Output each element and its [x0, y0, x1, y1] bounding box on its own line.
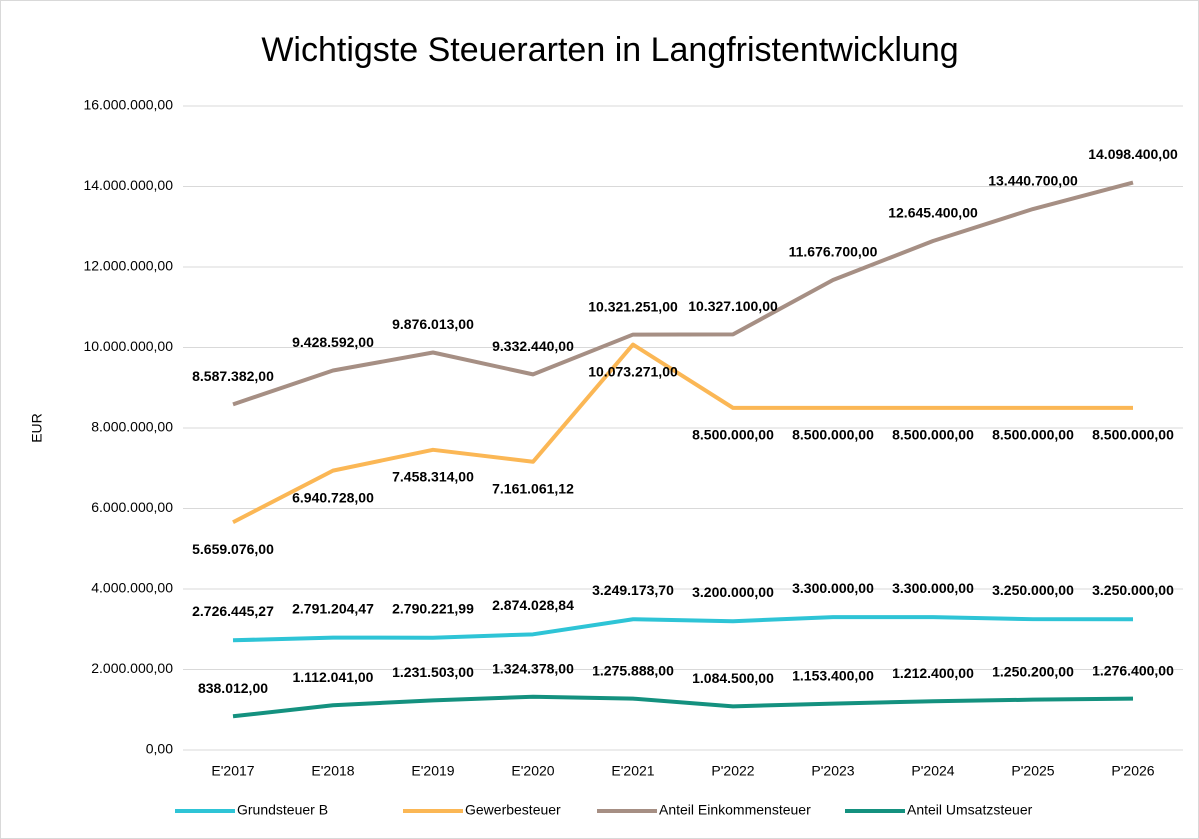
data-label: 1.324.378,00: [492, 660, 574, 676]
data-label: 14.098.400,00: [1088, 146, 1178, 162]
data-label: 8.500.000,00: [992, 427, 1074, 443]
x-tick-label: E'2019: [411, 763, 454, 779]
x-tick-label: P'2026: [1111, 763, 1154, 779]
legend-label: Anteil Umsatzsteuer: [907, 802, 1033, 818]
data-label: 8.500.000,00: [692, 427, 774, 443]
data-label: 9.876.013,00: [392, 316, 474, 332]
data-label: 8.500.000,00: [892, 427, 974, 443]
series-line: [232, 342, 1133, 524]
y-tick-label: 2.000.000,00: [91, 660, 173, 676]
data-label: 1.275.888,00: [592, 662, 674, 678]
series-line: [232, 180, 1134, 407]
x-tick-label: E'2020: [511, 763, 554, 779]
data-label: 3.250.000,00: [992, 582, 1074, 598]
data-label: 1.084.500,00: [692, 670, 774, 686]
data-label: 9.332.440,00: [492, 338, 574, 354]
data-label: 12.645.400,00: [888, 205, 978, 221]
legend-label: Anteil Einkommensteuer: [659, 802, 811, 818]
data-label: 1.153.400,00: [792, 667, 874, 683]
legend-label: Grundsteuer B: [237, 802, 328, 818]
data-label: 2.791.204,47: [292, 600, 374, 616]
data-label: 1.112.041,00: [293, 669, 374, 685]
x-tick-label: P'2024: [911, 763, 954, 779]
data-label: 2.790.221,99: [392, 600, 474, 616]
x-tick-label: P'2023: [811, 763, 854, 779]
y-tick-label: 0,00: [146, 741, 173, 757]
series-line: [232, 694, 1134, 719]
y-axis-label: EUR: [29, 413, 45, 443]
data-label: 8.500.000,00: [792, 427, 874, 443]
data-label: 838.012,00: [198, 680, 268, 696]
y-tick-label: 6.000.000,00: [91, 499, 173, 515]
x-tick-label: E'2021: [611, 763, 654, 779]
data-label: 3.250.000,00: [1092, 582, 1174, 598]
data-label: 2.874.028,84: [492, 597, 574, 613]
y-tick-label: 16.000.000,00: [83, 97, 173, 113]
data-label: 1.250.200,00: [992, 663, 1074, 679]
y-tick-label: 10.000.000,00: [83, 338, 173, 354]
data-label: 6.940.728,00: [292, 489, 374, 505]
x-tick-label: E'2018: [311, 763, 354, 779]
data-label: 7.458.314,00: [392, 469, 474, 485]
y-tick-label: 8.000.000,00: [91, 419, 173, 435]
data-label: 10.073.271,00: [588, 363, 678, 379]
data-label: 10.321.251,00: [588, 298, 678, 314]
series-line: [232, 615, 1133, 643]
data-label: 2.726.445,27: [192, 603, 274, 619]
data-label: 3.300.000,00: [792, 580, 874, 596]
data-label: 8.587.382,00: [192, 368, 274, 384]
data-label: 3.200.000,00: [692, 584, 774, 600]
x-tick-label: E'2017: [211, 763, 254, 779]
y-tick-label: 4.000.000,00: [91, 580, 173, 596]
data-label: 3.300.000,00: [892, 580, 974, 596]
legend-label: Gewerbesteuer: [465, 802, 561, 818]
data-label: 1.276.400,00: [1092, 662, 1174, 678]
data-label: 3.249.173,70: [592, 582, 674, 598]
y-tick-label: 12.000.000,00: [83, 258, 173, 274]
data-label: 1.231.503,00: [392, 664, 474, 680]
data-label: 11.676.700,00: [789, 244, 878, 260]
data-label: 10.327.100,00: [688, 298, 778, 314]
data-label: 8.500.000,00: [1092, 427, 1174, 443]
y-tick-label: 14.000.000,00: [83, 177, 173, 193]
data-label: 9.428.592,00: [292, 334, 374, 350]
data-label: 13.440.700,00: [988, 173, 1078, 189]
x-tick-label: P'2025: [1011, 763, 1054, 779]
x-tick-label: P'2022: [711, 763, 754, 779]
chart-title: Wichtigste Steuerarten in Langfristentwi…: [261, 31, 958, 69]
data-label: 7.161.061,12: [492, 480, 574, 496]
data-label: 1.212.400,00: [892, 665, 974, 681]
data-label: 5.659.076,00: [192, 541, 274, 557]
